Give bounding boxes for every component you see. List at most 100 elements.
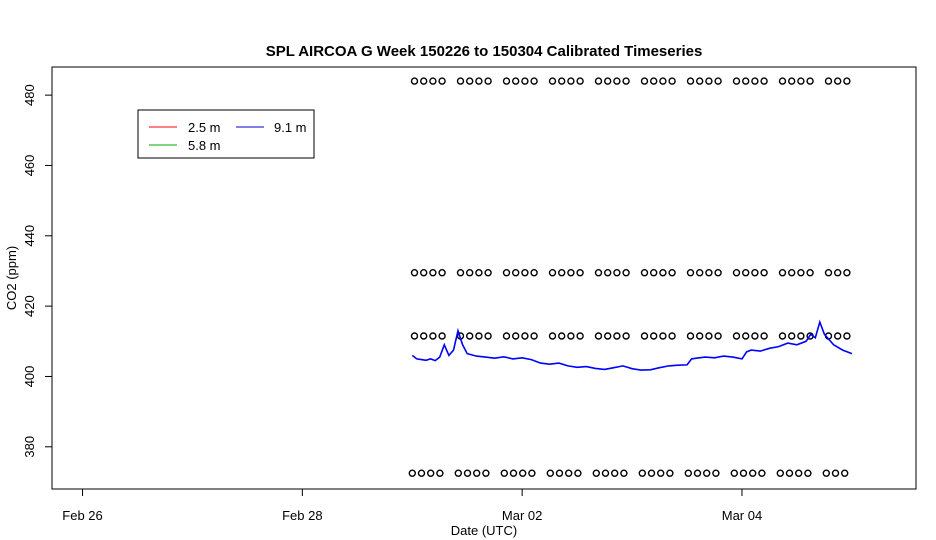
marker-point <box>521 332 529 340</box>
marker-point <box>778 77 787 85</box>
y-axis-label: CO2 (ppm) <box>4 246 19 310</box>
marker-point <box>429 332 437 340</box>
marker-point <box>420 332 428 340</box>
marker-point <box>742 269 750 277</box>
marker-point <box>558 332 566 340</box>
x-tick-label: Feb 26 <box>62 508 102 523</box>
marker-point <box>604 332 612 340</box>
marker-point <box>657 469 665 477</box>
marker-point <box>456 77 465 85</box>
marker-point <box>788 332 796 340</box>
y-tick-label: 480 <box>22 84 37 106</box>
marker-point <box>466 269 474 277</box>
marker-point <box>834 77 842 85</box>
marker-point <box>438 77 446 85</box>
plot-frame <box>51 66 917 490</box>
marker-point <box>519 469 527 477</box>
legend-label-9-1m: 9.1 m <box>274 120 307 135</box>
marker-point <box>576 269 584 277</box>
marker-point <box>410 77 419 85</box>
marker-point <box>410 332 419 340</box>
marker-point <box>686 332 695 340</box>
legend-box <box>137 109 315 159</box>
marker-point <box>732 77 741 85</box>
marker-point <box>841 469 849 477</box>
marker-point <box>466 332 474 340</box>
marker-point <box>640 332 649 340</box>
marker-point <box>548 77 557 85</box>
marker-point <box>684 469 692 477</box>
marker-point <box>668 269 676 277</box>
marker-rows <box>408 77 851 477</box>
marker-point <box>620 469 628 477</box>
marker-point <box>696 332 704 340</box>
marker-point <box>473 469 481 477</box>
marker-point <box>576 332 584 340</box>
marker-point <box>666 469 674 477</box>
marker-point <box>822 469 830 477</box>
marker-point <box>438 332 446 340</box>
marker-point <box>647 469 656 477</box>
marker-point <box>751 77 759 85</box>
marker-point <box>408 469 416 477</box>
marker-point <box>417 469 426 477</box>
marker-point <box>760 332 768 340</box>
marker-point <box>742 332 750 340</box>
marker-point <box>611 469 619 477</box>
marker-point <box>512 269 520 277</box>
series-lines <box>411 319 853 371</box>
marker-point <box>436 469 444 477</box>
marker-point <box>659 332 667 340</box>
marker-point <box>475 77 483 85</box>
marker-point <box>567 269 575 277</box>
marker-point <box>797 269 805 277</box>
marker-point <box>555 469 564 477</box>
marker-point <box>454 469 462 477</box>
marker-point <box>502 332 511 340</box>
marker-point <box>797 332 805 340</box>
x-axis: Feb 26 Feb 28 Mar 02 Mar 04 <box>62 489 762 523</box>
marker-point <box>843 332 851 340</box>
marker-point <box>528 469 536 477</box>
marker-point <box>742 77 750 85</box>
marker-point <box>806 269 814 277</box>
x-tick-label: Mar 02 <box>502 508 542 523</box>
marker-point <box>594 77 603 85</box>
marker-point <box>530 269 538 277</box>
marker-point <box>521 269 529 277</box>
marker-point <box>739 469 748 477</box>
marker-point <box>613 332 621 340</box>
marker-point <box>420 269 428 277</box>
x-tick-label: Mar 04 <box>722 508 762 523</box>
marker-point <box>429 77 437 85</box>
marker-point <box>668 77 676 85</box>
marker-point <box>594 269 603 277</box>
marker-point <box>638 469 646 477</box>
marker-point <box>659 77 667 85</box>
legend: 2.5 m 5.8 m 9.1 m <box>137 109 315 159</box>
series-line <box>411 319 853 371</box>
marker-point <box>650 77 658 85</box>
legend-label-5-8m: 5.8 m <box>188 138 221 153</box>
marker-point <box>834 332 842 340</box>
marker-point <box>410 269 419 277</box>
marker-point <box>530 77 538 85</box>
marker-point <box>831 469 840 477</box>
marker-point <box>548 269 557 277</box>
marker-point <box>795 469 803 477</box>
marker-point <box>567 77 575 85</box>
y-tick-label: 420 <box>22 295 37 317</box>
marker-point <box>622 77 630 85</box>
marker-point <box>714 77 722 85</box>
marker-point <box>824 77 833 85</box>
marker-point <box>760 77 768 85</box>
marker-point <box>760 269 768 277</box>
y-tick-label: 440 <box>22 225 37 247</box>
legend-label-2-5m: 2.5 m <box>188 120 221 135</box>
marker-point <box>714 332 722 340</box>
marker-point <box>502 269 511 277</box>
marker-point <box>751 332 759 340</box>
marker-point <box>797 77 805 85</box>
marker-point <box>466 77 474 85</box>
